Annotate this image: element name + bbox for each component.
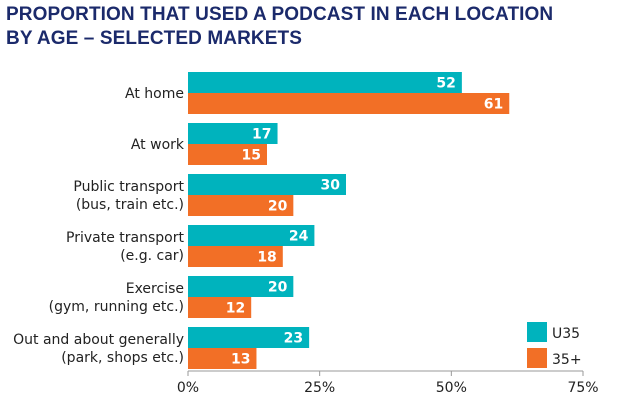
legend-swatch-35plus — [527, 348, 547, 368]
data-label: 23 — [284, 331, 303, 347]
data-label: 24 — [289, 229, 309, 245]
bar-u35 — [188, 72, 462, 93]
legend-label: U35 — [552, 326, 580, 342]
bar-u35 — [188, 327, 310, 348]
bar-u35 — [188, 225, 315, 246]
data-label: 18 — [257, 250, 276, 266]
category-label: Exercise — [126, 281, 184, 297]
legend-swatch-u35 — [527, 322, 547, 342]
data-label: 15 — [242, 148, 261, 164]
x-tick-label: 0% — [177, 380, 199, 396]
data-label: 52 — [436, 76, 455, 92]
legend-label: 35+ — [552, 352, 582, 368]
data-label: 13 — [231, 352, 250, 368]
x-tick-label: 75% — [567, 380, 598, 396]
bar-35plus — [188, 93, 510, 114]
category-label: Public transport — [73, 179, 184, 195]
category-label: Private transport — [66, 230, 184, 246]
data-label: 20 — [268, 199, 288, 215]
bar-u35 — [188, 174, 346, 195]
data-label: 17 — [252, 127, 271, 143]
bar-u35 — [188, 123, 278, 144]
chart-title-line-2: BY AGE – SELECTED MARKETS — [6, 28, 302, 49]
category-label: At home — [125, 86, 184, 102]
bar-35plus — [188, 246, 283, 267]
category-label: At work — [131, 137, 185, 153]
category-label: (e.g. car) — [120, 248, 184, 264]
bar-35plus — [188, 195, 294, 216]
data-label: 12 — [226, 301, 245, 317]
chart-title: PROPORTION THAT USED A PODCAST IN EACH L… — [6, 3, 553, 51]
category-label: (gym, running etc.) — [49, 299, 184, 315]
data-label: 20 — [268, 280, 288, 296]
bar-35plus — [188, 348, 257, 369]
chart-title-line-1: PROPORTION THAT USED A PODCAST IN EACH L… — [6, 4, 554, 25]
category-label: (bus, train etc.) — [76, 197, 184, 213]
category-label: Out and about generally — [13, 332, 184, 348]
bar-35plus — [188, 297, 252, 318]
x-tick-label: 25% — [304, 380, 335, 396]
category-label: (park, shops etc.) — [61, 350, 184, 366]
bar-35plus — [188, 144, 267, 165]
bar-u35 — [188, 276, 294, 297]
data-label: 30 — [321, 178, 341, 194]
x-tick-label: 50% — [436, 380, 467, 396]
data-label: 61 — [484, 97, 503, 113]
